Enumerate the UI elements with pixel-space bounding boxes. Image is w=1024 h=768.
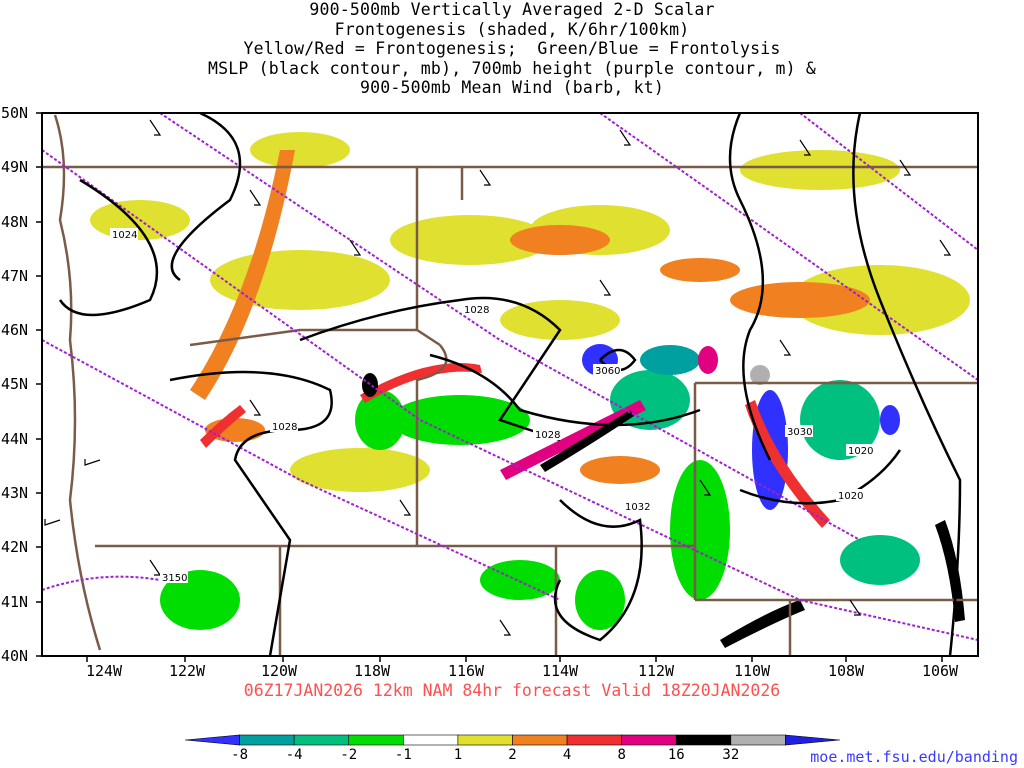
lon-label: 112W (638, 662, 675, 680)
lon-label: 114W (542, 662, 579, 680)
lon-label: 124W (86, 662, 123, 680)
lon-label: 116W (448, 662, 485, 680)
lat-label: 46N (1, 321, 28, 339)
lon-label: 120W (261, 662, 298, 680)
lon-ticks (86, 656, 943, 662)
contour-label: 1028 (464, 305, 489, 316)
lat-label: 42N (1, 538, 28, 556)
contour-label: 3060 (595, 366, 620, 377)
wind-barbs (44, 119, 952, 636)
colorbar-label: 16 (668, 747, 685, 763)
lon-label: 106W (922, 662, 959, 680)
colorbar-swatch (239, 734, 295, 746)
lat-label: 49N (1, 158, 28, 176)
colorbar-swatch (785, 734, 841, 746)
lat-label: 41N (1, 593, 28, 611)
title-line-2: Frontogenesis (shaded, K/6hr/100km) (334, 19, 690, 39)
lat-labels: 50N 49N 48N 47N 46N 45N 44N 43N 42N 41N … (1, 104, 28, 665)
forecast-valid-label: 06Z17JAN2026 12km NAM 84hr forecast Vali… (243, 681, 781, 700)
colorbar-swatch (184, 734, 240, 746)
lat-label: 40N (1, 647, 28, 665)
contour-label: 3030 (787, 427, 812, 438)
colorbar-label: -1 (395, 747, 412, 763)
mslp-contours (58, 113, 962, 656)
height-700mb-contours (42, 113, 978, 641)
lon-label: 122W (169, 662, 206, 680)
colorbar-label: 8 (617, 747, 625, 763)
lon-labels: 124W 122W 120W 118W 116W 114W 112W 110W … (86, 662, 959, 680)
colorbar-label: 2 (508, 747, 516, 763)
lat-label: 47N (1, 267, 28, 285)
lat-label: 43N (1, 484, 28, 502)
colorbar-swatch (512, 734, 568, 746)
frontogenesis-shading (90, 132, 970, 648)
contour-label: 1028 (535, 430, 560, 441)
lon-label: 110W (734, 662, 771, 680)
colorbar-swatch (621, 734, 677, 746)
colorbar-label: 32 (722, 747, 739, 763)
source-credit: moe.met.fsu.edu/banding (810, 748, 1018, 766)
title-line-1: 900-500mb Vertically Averaged 2-D Scalar (309, 0, 715, 19)
political-boundaries (42, 114, 978, 656)
colorbar-swatch (403, 734, 459, 746)
contour-label: 1024 (112, 230, 137, 241)
colorbar-swatch (730, 734, 786, 746)
colorbar-label: -4 (286, 747, 303, 763)
colorbar-swatch (566, 734, 622, 746)
colorbar-label: -8 (231, 747, 248, 763)
colorbar-label: -2 (340, 747, 357, 763)
lon-label: 118W (354, 662, 391, 680)
lat-ticks (36, 112, 42, 657)
colorbar-swatch (457, 734, 513, 746)
colorbar-label: 4 (563, 747, 571, 763)
title-line-3: Yellow/Red = Frontogenesis; Green/Blue =… (243, 39, 781, 58)
colorbar: -8 -4 -2 -1 1 2 4 8 16 32 (184, 734, 841, 763)
colorbar-swatch (293, 734, 350, 746)
colorbar-label: 1 (454, 747, 462, 763)
contour-label: 1028 (272, 422, 297, 433)
contour-label: 1020 (838, 491, 863, 502)
contour-label: 1032 (625, 502, 650, 513)
contour-label: 3150 (162, 573, 187, 584)
contour-labels: 1024 1028 1028 1028 3060 3030 1020 1020 … (110, 228, 874, 584)
lon-label: 108W (828, 662, 865, 680)
lat-label: 44N (1, 430, 28, 448)
colorbar-swatch (675, 734, 732, 746)
map-title: 900-500mb Vertically Averaged 2-D Scalar… (0, 0, 1024, 98)
lat-label: 50N (1, 104, 28, 122)
lat-label: 48N (1, 213, 28, 231)
title-line-4: MSLP (black contour, mb), 700mb height (… (207, 58, 817, 78)
lat-label: 45N (1, 375, 28, 393)
contour-label: 1020 (848, 446, 873, 457)
title-line-5: 900-500mb Mean Wind (barb, kt) (359, 78, 664, 97)
colorbar-swatch (348, 734, 404, 746)
